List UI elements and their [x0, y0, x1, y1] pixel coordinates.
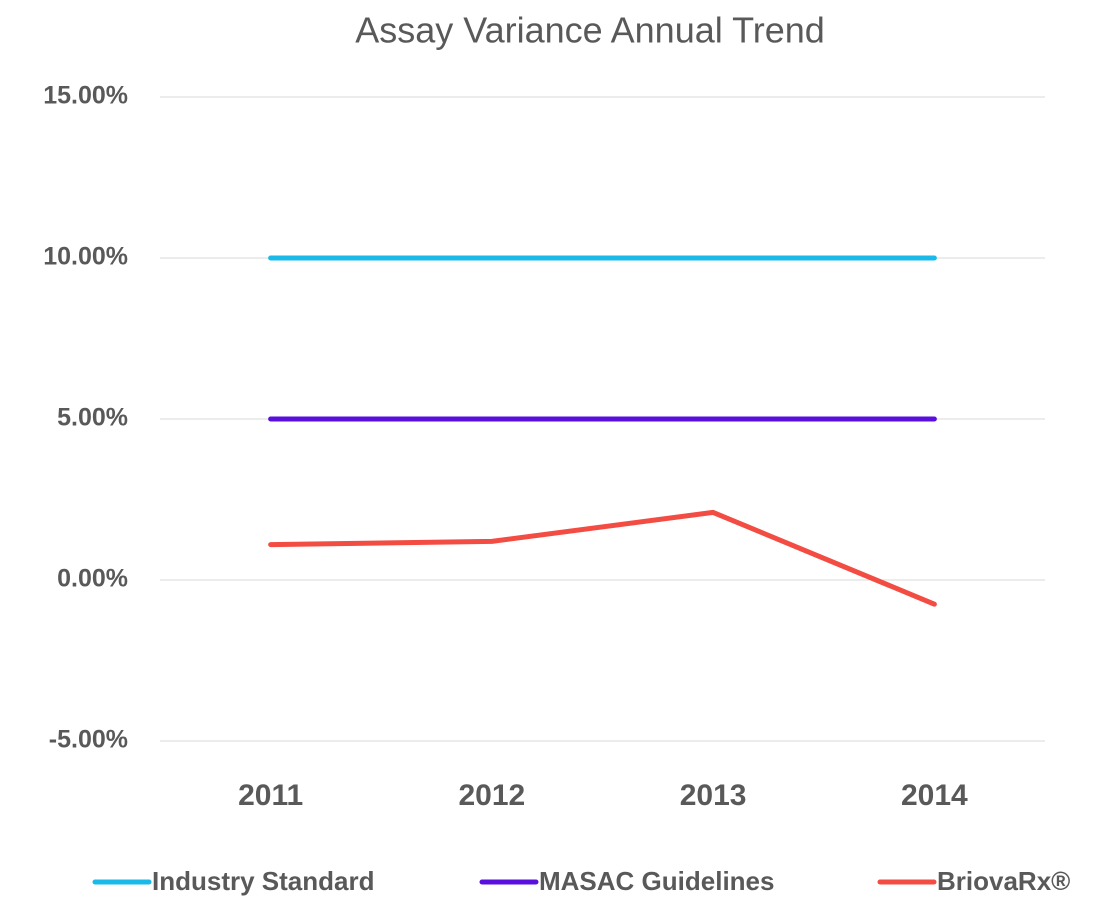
y-tick-label: 10.00%: [43, 243, 128, 271]
y-tick-label: 0.00%: [57, 565, 128, 593]
chart-title: Assay Variance Annual Trend: [355, 10, 825, 51]
y-tick-label: 5.00%: [57, 404, 128, 432]
y-tick-label: 15.00%: [43, 82, 128, 110]
x-tick-label: 2013: [680, 779, 747, 812]
legend-label: BriovaRx®: [937, 866, 1070, 896]
legend-label: MASAC Guidelines: [539, 866, 774, 896]
legend-label: Industry Standard: [152, 866, 374, 896]
x-tick-label: 2014: [901, 779, 968, 812]
y-tick-label: -5.00%: [49, 726, 128, 754]
series-line: [268, 509, 937, 607]
x-tick-label: 2012: [459, 779, 526, 812]
x-tick-label: 2011: [238, 779, 303, 812]
